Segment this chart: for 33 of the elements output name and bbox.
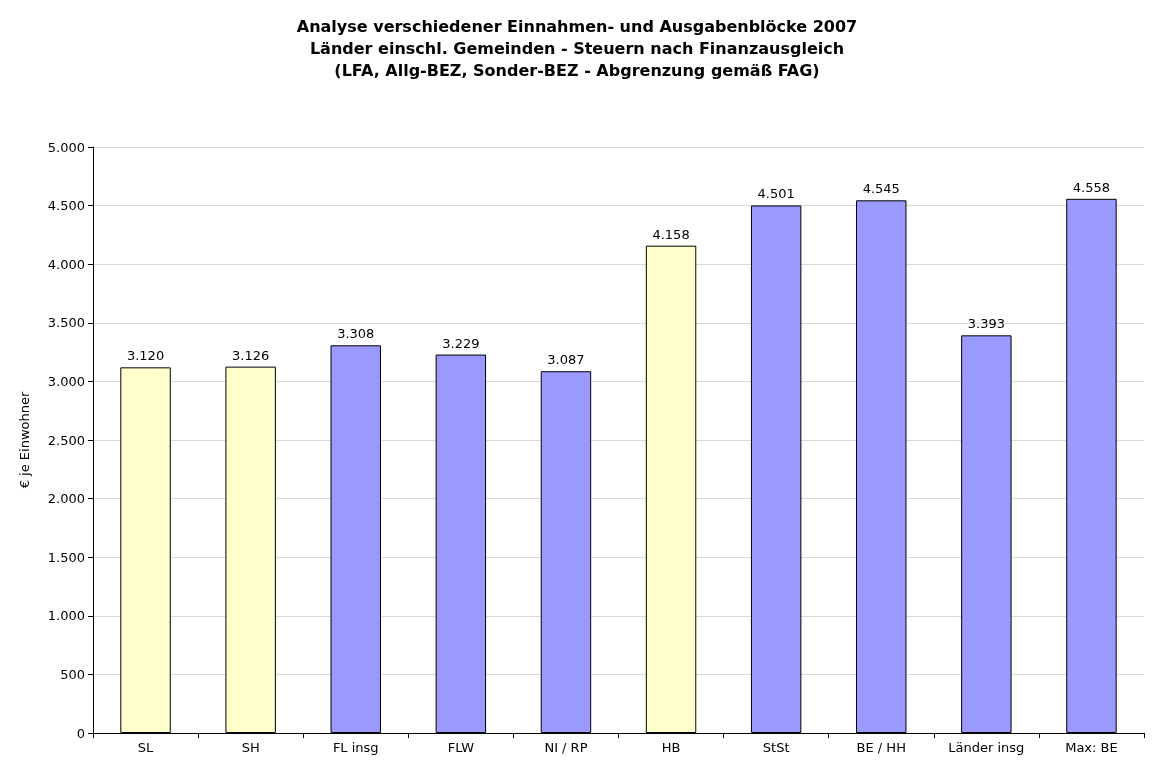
- x-tick-label: HB: [661, 740, 681, 755]
- x-tick-label: FLW: [447, 740, 475, 755]
- data-label: 4.501: [757, 186, 795, 202]
- data-label: 3.308: [337, 326, 375, 342]
- y-tick-label: 3.500: [47, 315, 85, 331]
- data-label: 3.120: [126, 348, 165, 364]
- data-label: 4.545: [862, 181, 900, 197]
- data-label: 4.558: [1072, 179, 1111, 195]
- x-tick-label: SL: [137, 740, 155, 755]
- data-label: 4.158: [652, 226, 690, 242]
- y-axis-title: € je Einwohner: [17, 391, 32, 489]
- y-tick-label: 5.000: [47, 139, 85, 155]
- x-tick-label: SH: [241, 740, 260, 755]
- x-tick-label: BE / HH: [856, 740, 906, 755]
- y-tick-label: 3.000: [47, 373, 85, 389]
- y-tick-label: 1.500: [47, 549, 85, 565]
- chart-title: Analyse verschiedener Einnahmen- und Ausgabenblöcke 2007 Länder einschl. Gemeinden - Steuern nach Finanzausgleich (LFA, Allg-BEZ, Sonder-BEZ - Abgrenzung gemäß FAG): [296, 16, 858, 80]
- y-tick-label: 4.000: [47, 256, 85, 272]
- data-label: 3.126: [232, 347, 270, 363]
- data-label: 3.393: [967, 316, 1005, 332]
- x-tick-label: Länder insg: [948, 740, 1025, 755]
- x-tick-label: Max: BE: [1065, 740, 1118, 755]
- x-tick-label: FL insg: [332, 740, 379, 755]
- data-label: 3.087: [547, 352, 585, 368]
- data-label: 3.229: [442, 335, 480, 351]
- y-tick-label: 2.500: [47, 432, 85, 448]
- y-tick-label: 4.500: [47, 198, 85, 214]
- y-tick-label: 0: [76, 725, 85, 741]
- x-tick-label: StSt: [762, 740, 790, 755]
- y-tick-label: 500: [60, 666, 85, 682]
- y-tick-label: 2.000: [47, 491, 85, 507]
- x-tick-label: NI / RP: [544, 740, 588, 755]
- y-tick-label: 1.000: [47, 608, 85, 624]
